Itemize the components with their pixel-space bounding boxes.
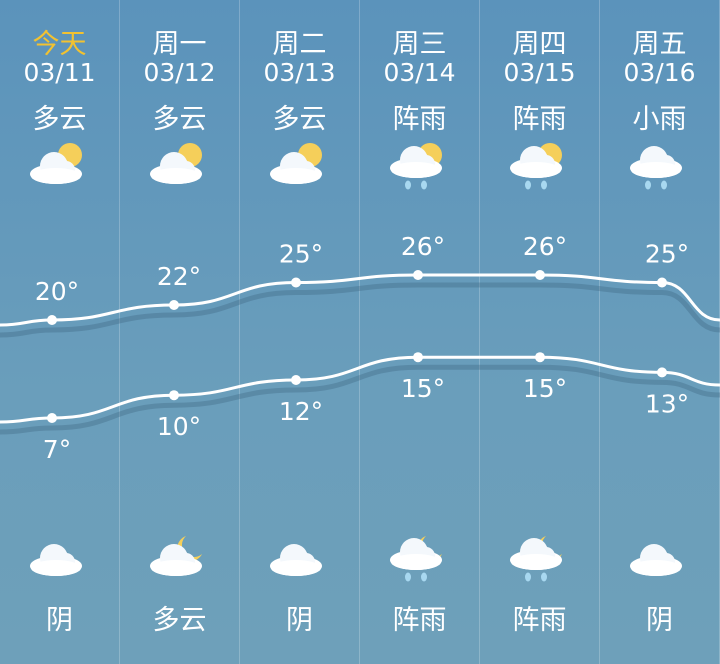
low-temp-label: 15° [523, 374, 567, 403]
night-condition: 阴 [646, 605, 673, 636]
light-rain-icon [626, 140, 688, 190]
date-label: 03/16 [623, 58, 696, 87]
shower-night-icon [386, 532, 448, 582]
night-condition: 阴 [46, 605, 73, 636]
overcast-cloud-icon [26, 532, 88, 582]
day-label: 今天 [32, 29, 87, 60]
day-column[interactable]: 周四 03/15 阵雨 阵雨 [480, 0, 600, 664]
day-label: 周五 [632, 29, 687, 60]
high-temp-point [47, 315, 57, 325]
day-condition: 多云 [152, 104, 207, 135]
day-column[interactable]: 今天 03/11 多云 阴 [0, 0, 120, 664]
low-temp-point [535, 352, 545, 363]
high-temp-point [291, 277, 301, 288]
high-temp-label: 25° [279, 240, 323, 269]
night-condition: 阵雨 [392, 605, 447, 636]
partly-cloudy-day-icon [266, 140, 328, 190]
day-column[interactable]: 周三 03/14 阵雨 阵雨 [360, 0, 480, 664]
low-temp-label: 13° [645, 389, 689, 418]
day-condition: 多云 [32, 104, 87, 135]
shower-night-icon [506, 532, 568, 582]
date-label: 03/12 [143, 58, 216, 87]
day-column[interactable]: 周一 03/12 多云 多云 [120, 0, 240, 664]
high-temp-point [535, 270, 545, 280]
low-temp-point [169, 390, 179, 401]
partly-cloudy-day-icon [26, 140, 88, 190]
high-temp-point [169, 300, 179, 310]
low-temp-label: 15° [401, 374, 445, 403]
low-temp-label: 12° [279, 397, 323, 426]
high-temp-point [413, 270, 423, 280]
high-temp-label: 22° [157, 262, 201, 291]
overcast-cloud-icon [626, 532, 688, 582]
day-column[interactable]: 周二 03/13 多云 阴 [240, 0, 360, 664]
date-label: 03/14 [383, 58, 456, 87]
high-temp-label: 26° [523, 232, 567, 261]
high-temp-label: 20° [35, 277, 79, 306]
day-condition: 阵雨 [392, 104, 447, 135]
night-condition: 阴 [286, 605, 313, 636]
night-condition: 多云 [152, 605, 207, 636]
low-temp-line-shadow [0, 364, 720, 435]
low-temp-label: 7° [43, 435, 71, 464]
night-condition: 阵雨 [512, 605, 567, 636]
date-label: 03/15 [503, 58, 576, 87]
high-temp-label: 25° [645, 240, 689, 269]
shower-day-icon [506, 140, 568, 190]
low-temp-point [657, 367, 667, 378]
low-temp-point [291, 375, 301, 385]
shower-day-icon [386, 140, 448, 190]
day-condition: 阵雨 [512, 104, 567, 135]
date-label: 03/13 [263, 58, 336, 87]
low-temp-label: 10° [157, 412, 201, 441]
low-temp-point [47, 413, 57, 423]
low-temp-point [413, 352, 423, 363]
high-temp-line-shadow [0, 282, 720, 338]
day-label: 周二 [272, 29, 327, 60]
high-temp-label: 26° [401, 232, 445, 261]
overcast-cloud-icon [266, 532, 328, 582]
low-temp-line [0, 355, 720, 424]
date-label: 03/11 [23, 58, 96, 87]
partly-cloudy-night-icon [146, 532, 208, 582]
high-temp-line [0, 273, 720, 327]
high-temp-point [657, 277, 667, 288]
day-condition: 小雨 [632, 104, 687, 135]
day-condition: 多云 [272, 104, 327, 135]
day-label: 周三 [392, 29, 447, 60]
day-label: 周四 [512, 29, 567, 60]
partly-cloudy-day-icon [146, 140, 208, 190]
day-label: 周一 [152, 29, 207, 60]
